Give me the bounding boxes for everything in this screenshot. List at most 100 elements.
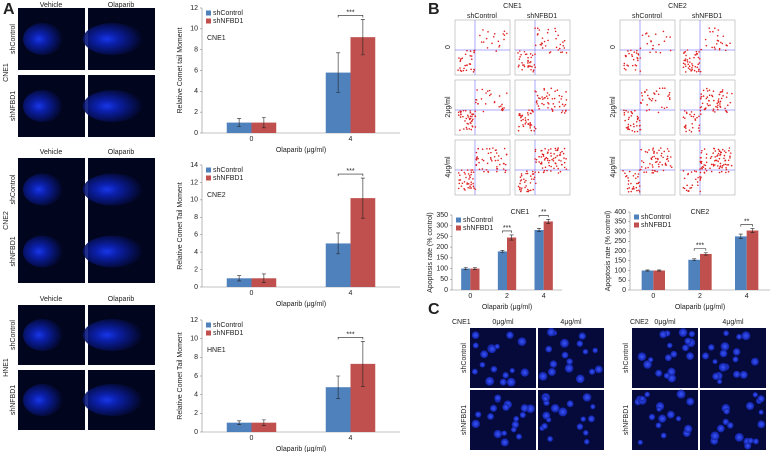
row-label: shControl [10,320,17,350]
flow-dot [472,178,474,180]
flow-dot [684,65,687,67]
flow-dot [457,111,460,114]
flow-dot [686,49,689,51]
y-tick-label: 250 [436,233,448,240]
flow-dot [710,155,713,158]
flow-dot [645,171,648,173]
flow-dot [519,186,521,189]
flow-dot [518,188,521,191]
flow-dot [519,55,521,58]
flow-dot [660,152,663,155]
flow-dot [689,187,691,189]
flow-dot [685,111,688,114]
flow-dot [472,171,475,173]
error-bar [261,117,266,129]
flow-dot [489,156,492,159]
flow-dot [661,106,663,109]
flow-dot [663,150,666,153]
flow-dot [550,87,553,90]
flow-dot [460,169,463,171]
bar [226,278,252,287]
x-axis-label: Olaparib (μg/ml) [276,301,326,308]
flow-dot [664,87,666,89]
flow-dot [464,109,467,112]
flow-dot [687,67,690,69]
flow-dot [713,99,715,102]
flow-plot [454,139,511,196]
flow-dot [729,157,731,159]
flow-dot [721,89,724,91]
flow-dot [505,153,508,156]
flow-dot [639,70,642,72]
nucleus [545,345,553,353]
flow-dot [524,119,527,122]
flow-dot [482,110,485,113]
flow-dot [543,169,546,172]
flow-dot [534,148,537,151]
flow-dot [530,178,533,180]
flow-dot [536,94,539,97]
flow-dot [716,106,719,109]
flow-dot [458,174,461,176]
flow-dot [493,32,496,35]
y-tick-label: 2 [194,410,198,417]
flow-dot [705,107,707,109]
flow-dot [639,101,642,104]
flow-dot [627,183,630,185]
flow-dot [531,170,534,173]
flow-dot [712,30,714,33]
flow-dot [657,157,659,160]
nucleus [659,330,668,339]
flow-dot [505,92,508,94]
flow-dot [529,189,532,192]
flow-dot [531,110,534,112]
flow-dot [467,183,470,185]
flow-dot [715,43,718,45]
flow-dot [543,87,545,90]
y-tick-label: 10 [190,26,198,33]
flow-dot [533,178,535,181]
flow-dot [722,35,725,38]
flow-dot [531,173,534,175]
nucleus [475,411,482,418]
micrograph [470,328,536,388]
flow-dot [552,157,555,160]
error-bar [537,227,542,233]
flow-dot [539,97,541,100]
flow-dot [704,164,707,167]
group-label: CNE2 [3,211,10,230]
y-tick-label: 14 [190,162,198,169]
nucleus [479,361,486,368]
flow-dot [481,158,484,161]
flow-dot [559,43,562,46]
nucleus [576,340,584,347]
nucleus [547,367,556,376]
nucleus [644,391,650,398]
flow-dot [721,165,724,167]
flow-dot [710,170,713,173]
flow-dot [721,90,724,93]
significance-label: ** [744,218,750,225]
flow-dot [653,150,655,153]
flow-dot [659,51,662,54]
chart-title: HNE1 [207,347,226,354]
legend-label: shControl [213,322,243,329]
flow-dot [690,70,692,72]
flow-dot [721,148,724,151]
flow-dot [650,158,653,161]
flow-dot [668,150,670,152]
flow-dot [666,158,668,161]
flow-dot [524,117,527,119]
flow-dot [486,162,489,165]
flow-dot [668,97,671,99]
flow-dot [565,91,567,93]
bar [470,268,480,290]
flow-dot [707,104,710,107]
nucleus [487,413,494,420]
flow-dot [687,173,689,176]
flow-dot [719,103,721,105]
x-axis-label: Olaparib (μg/ml) [675,304,725,311]
flow-dot [727,159,730,162]
flow-dot [660,155,663,157]
flow-dot [638,169,641,171]
